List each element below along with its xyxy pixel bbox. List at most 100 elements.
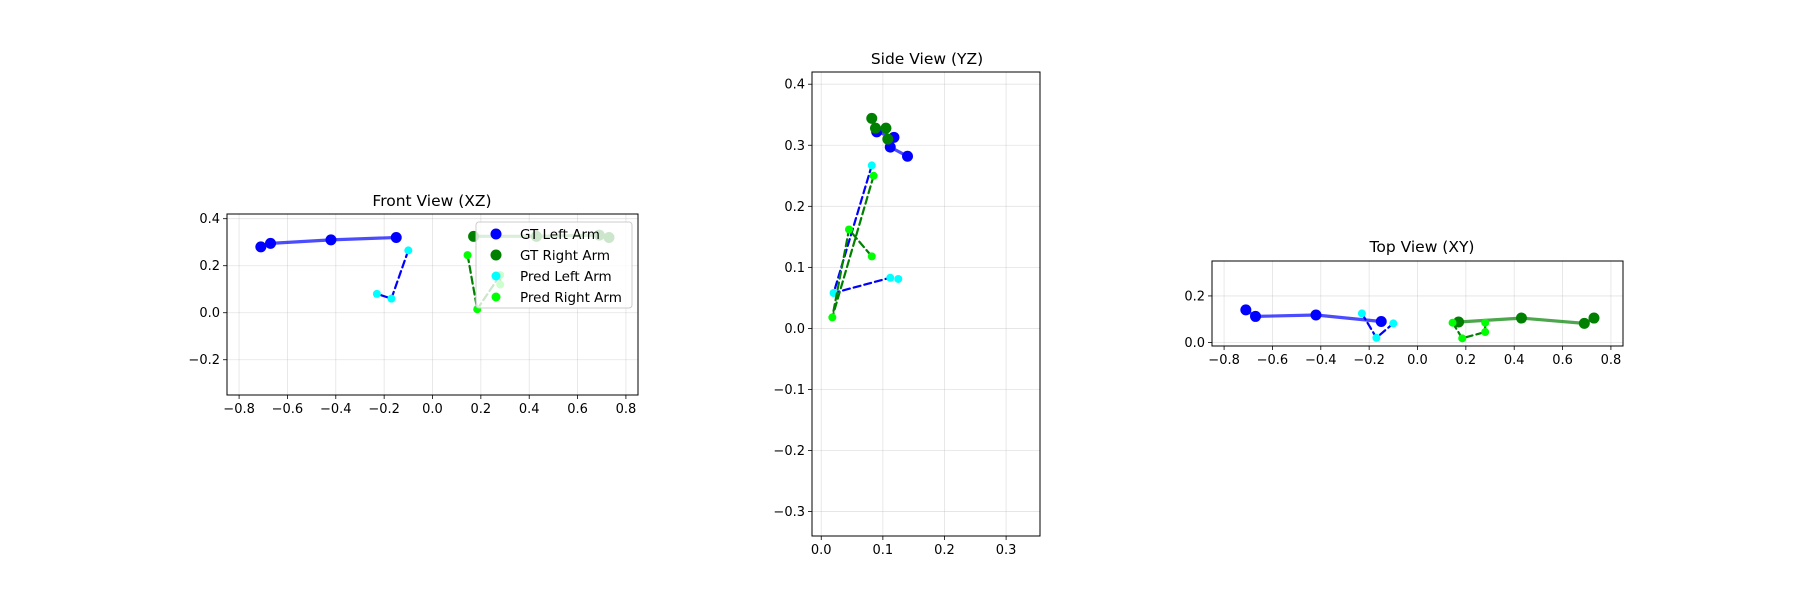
top-x-tick-label: 0.0 — [1407, 353, 1428, 368]
side-view-panel: Side View (YZ) 0.0 0.1 0.2 0.3 −0.3 −0.2 −0.1 0… — [773, 50, 1041, 558]
front-x-tick-label: −0.2 — [368, 402, 400, 417]
side-point-pred-left-arm — [894, 274, 903, 283]
front-x-tick-label: 0.0 — [422, 402, 443, 417]
front-view-title: Front View (XZ) — [372, 192, 491, 210]
top-point-gt-left-arm — [1240, 304, 1252, 316]
top-point-pred-right-arm — [1458, 334, 1467, 343]
top-x-tick-label: −0.4 — [1305, 353, 1337, 368]
side-grid — [812, 72, 1040, 536]
front-point-gt-left-arm — [265, 237, 277, 249]
side-x-tick-label: 0.2 — [934, 543, 955, 558]
front-point-gt-left-arm — [255, 241, 267, 253]
side-point-pred-right-arm — [867, 252, 876, 261]
front-point-pred-left-arm — [387, 294, 396, 303]
side-x-tick-label: 0.1 — [873, 543, 894, 558]
top-point-pred-left-arm — [1372, 333, 1381, 342]
top-y-tick-label: 0.0 — [1184, 336, 1205, 351]
side-point-gt-right-arm — [866, 112, 878, 124]
top-series-gt-left-arm — [1240, 304, 1387, 328]
top-point-pred-right-arm — [1481, 328, 1490, 337]
legend: GT Left Arm GT Right Arm Pred Left Arm P… — [475, 221, 633, 309]
front-series-gt-left-arm — [255, 232, 402, 253]
top-series-pred-right-arm — [1448, 318, 1490, 343]
legend-label-pred-left-arm: Pred Left Arm — [520, 269, 612, 285]
side-y-tick-label: −0.1 — [773, 383, 805, 398]
front-point-gt-left-arm — [325, 234, 337, 246]
top-grid — [1212, 261, 1623, 346]
front-x-tick-label: −0.6 — [272, 402, 304, 417]
top-line-gt-left-arm — [1244, 308, 1383, 324]
front-series-pred-left-arm — [372, 246, 413, 303]
side-y-tick-label: 0.1 — [784, 261, 805, 276]
top-x-tick-label: −0.2 — [1353, 353, 1385, 368]
front-x-tick-label: −0.4 — [320, 402, 352, 417]
top-line-gt-right-arm — [1456, 316, 1596, 325]
legend-label-pred-right-arm: Pred Right Arm — [520, 290, 622, 306]
top-axes-frame — [1211, 260, 1624, 347]
front-y-tick-label: 0.2 — [199, 259, 220, 274]
side-point-pred-right-arm — [869, 171, 878, 180]
front-x-tick-label: 0.4 — [519, 402, 540, 417]
top-point-pred-left-arm — [1389, 319, 1398, 328]
top-point-gt-left-arm — [1250, 310, 1262, 322]
side-view-title: Side View (YZ) — [871, 50, 983, 68]
top-view-title: Top View (XY) — [1369, 238, 1475, 256]
legend-marker-gt-right-arm — [490, 249, 502, 261]
legend-frame — [475, 221, 633, 309]
side-y-tick-label: 0.0 — [784, 322, 805, 337]
front-point-pred-right-arm — [463, 251, 472, 260]
front-point-pred-left-arm — [372, 289, 381, 298]
top-point-gt-right-arm — [1578, 317, 1590, 329]
side-y-tick-label: 0.2 — [784, 200, 805, 215]
side-y-tick-label: −0.2 — [773, 444, 805, 459]
top-x-tick-label: 0.2 — [1456, 353, 1477, 368]
legend-label-gt-left-arm: GT Left Arm — [520, 227, 600, 243]
top-x-tick-label: −0.8 — [1208, 353, 1240, 368]
side-point-pred-left-arm — [886, 273, 895, 282]
side-y-tick-label: 0.4 — [784, 78, 805, 93]
top-y-tick-label: 0.2 — [1184, 289, 1205, 304]
front-y-tick-label: 0.0 — [199, 306, 220, 321]
top-x-tick-label: 0.8 — [1601, 353, 1622, 368]
side-y-tick-label: 0.3 — [784, 139, 805, 154]
top-point-gt-left-arm — [1375, 316, 1387, 328]
side-point-pred-right-arm — [844, 225, 853, 234]
top-x-tick-label: 0.6 — [1552, 353, 1573, 368]
top-x-tick-label: 0.4 — [1504, 353, 1525, 368]
front-x-tick-label: 0.2 — [471, 402, 492, 417]
front-x-tick-label: 0.8 — [616, 402, 637, 417]
front-x-tick-label: −0.8 — [223, 402, 255, 417]
top-point-gt-right-arm — [1588, 312, 1600, 324]
side-point-gt-right-arm — [882, 133, 894, 145]
side-point-gt-right-arm — [880, 122, 892, 134]
top-point-pred-left-arm — [1357, 309, 1366, 318]
legend-marker-gt-left-arm — [490, 228, 502, 240]
side-axes-frame — [811, 71, 1041, 537]
top-point-gt-left-arm — [1310, 309, 1322, 321]
front-point-pred-left-arm — [404, 246, 413, 255]
top-point-pred-right-arm — [1481, 318, 1490, 327]
front-x-tick-label: 0.6 — [567, 402, 588, 417]
side-point-gt-right-arm — [869, 122, 881, 134]
side-line-pred-right-arm — [831, 174, 875, 319]
side-point-pred-right-arm — [828, 313, 837, 322]
legend-marker-pred-right-arm — [491, 292, 501, 302]
legend-label-gt-right-arm: GT Right Arm — [520, 248, 610, 264]
side-series-pred-right-arm — [828, 171, 878, 322]
top-x-tick-label: −0.6 — [1257, 353, 1289, 368]
front-y-tick-label: 0.4 — [199, 212, 220, 227]
side-y-tick-label: −0.3 — [773, 505, 805, 520]
front-y-tick-label: −0.2 — [188, 353, 220, 368]
side-x-tick-label: 0.0 — [811, 543, 832, 558]
top-point-gt-right-arm — [1515, 312, 1527, 324]
side-x-tick-label: 0.3 — [996, 543, 1017, 558]
side-point-gt-left-arm — [902, 150, 914, 162]
legend-marker-pred-left-arm — [491, 271, 501, 281]
front-axes-frame — [226, 213, 639, 396]
side-series-gt-right-arm — [866, 112, 894, 145]
front-point-gt-left-arm — [390, 232, 402, 244]
top-point-pred-right-arm — [1448, 318, 1457, 327]
top-view-panel: Top View (XY) −0.8 −0.6 −0.4 −0.2 0.0 0.2 0.4 0… — [1184, 238, 1624, 368]
